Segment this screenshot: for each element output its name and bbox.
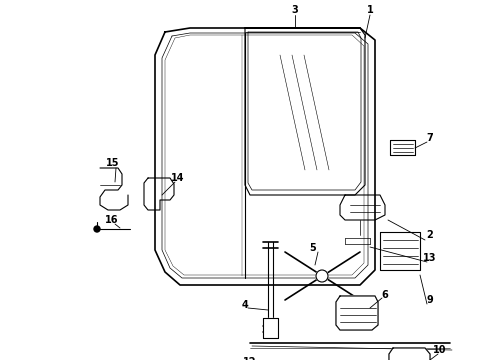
- Text: 4: 4: [242, 300, 248, 310]
- Polygon shape: [389, 348, 430, 360]
- Text: 7: 7: [427, 133, 433, 143]
- Text: 13: 13: [423, 253, 437, 263]
- Text: 9: 9: [427, 295, 433, 305]
- Text: 14: 14: [171, 173, 185, 183]
- Circle shape: [94, 226, 100, 232]
- Text: 5: 5: [310, 243, 317, 253]
- Circle shape: [316, 270, 328, 282]
- Polygon shape: [336, 296, 378, 330]
- Text: 16: 16: [105, 215, 119, 225]
- Text: 10: 10: [433, 345, 447, 355]
- Text: 1: 1: [367, 5, 373, 15]
- Text: 6: 6: [382, 290, 389, 300]
- Polygon shape: [380, 232, 420, 270]
- Text: 12: 12: [243, 357, 257, 360]
- Text: 3: 3: [292, 5, 298, 15]
- Text: 15: 15: [106, 158, 120, 168]
- Text: 2: 2: [427, 230, 433, 240]
- Polygon shape: [263, 318, 278, 338]
